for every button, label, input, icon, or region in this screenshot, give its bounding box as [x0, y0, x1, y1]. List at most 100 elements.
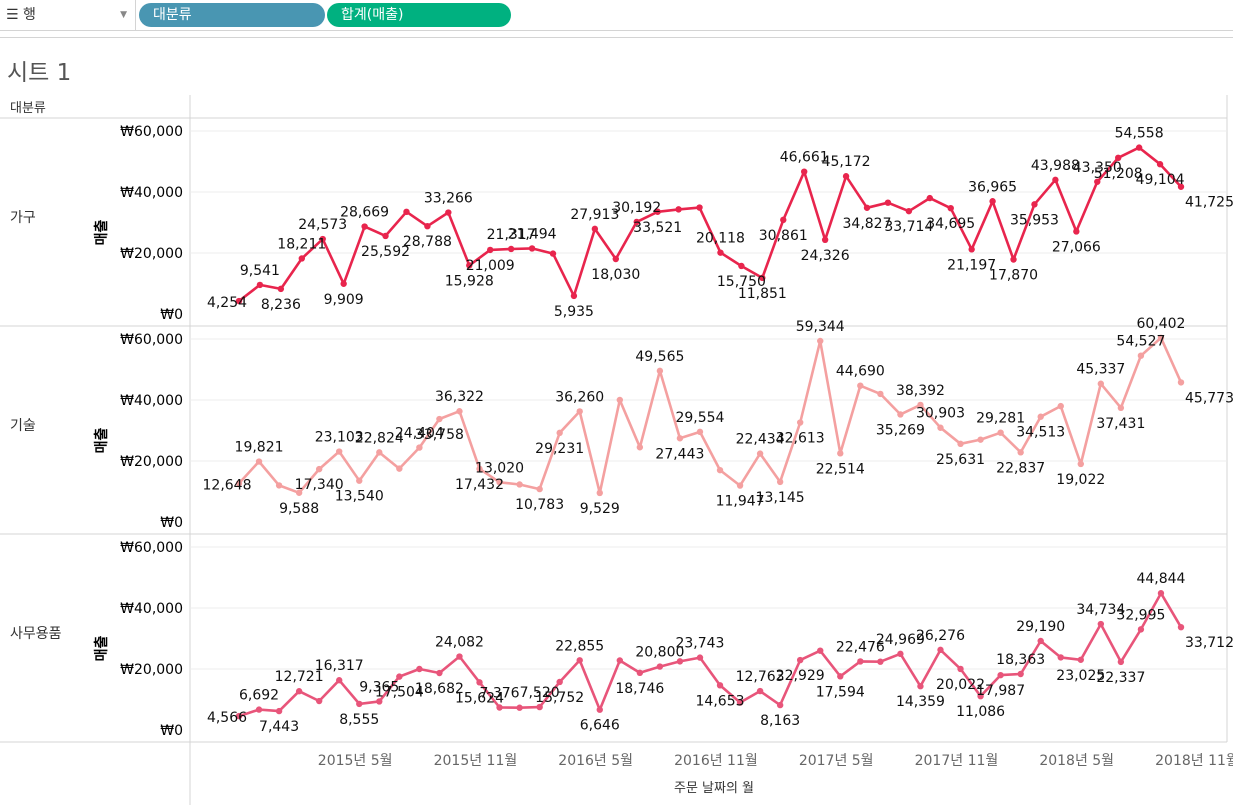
data-point — [340, 280, 347, 287]
data-point — [516, 704, 523, 711]
data-label: 36,260 — [555, 389, 604, 405]
data-label: 33,758 — [415, 427, 464, 443]
y-tick-label: ₩20,000 — [120, 662, 183, 678]
data-point — [977, 692, 984, 700]
data-point — [863, 204, 871, 211]
data-point — [612, 255, 619, 263]
data-point — [315, 697, 323, 705]
data-point — [235, 712, 243, 720]
data-label: 5,935 — [554, 304, 594, 320]
data-label: 32,995 — [1116, 607, 1165, 623]
y-tick-label: ₩60,000 — [120, 332, 183, 348]
data-point — [396, 673, 403, 680]
data-point — [361, 223, 368, 230]
data-label: 21,317 — [487, 227, 536, 243]
data-label: 7,376 — [480, 686, 520, 702]
data-label: 13,020 — [475, 460, 524, 476]
data-label: 34,513 — [1016, 425, 1065, 441]
data-point — [476, 679, 483, 686]
data-label: 30,192 — [612, 200, 661, 216]
data-point — [633, 218, 640, 226]
data-label: 15,752 — [535, 690, 584, 706]
data-point — [937, 646, 944, 654]
data-label: 22,824 — [355, 430, 404, 446]
data-label: 6,646 — [580, 718, 620, 734]
data-label: 22,337 — [1096, 670, 1145, 686]
data-point — [596, 706, 603, 713]
data-label: 33,714 — [884, 219, 933, 235]
y-tick-label: ₩0 — [160, 723, 183, 739]
data-point — [616, 396, 624, 404]
data-label: 9,909 — [324, 292, 364, 308]
data-point — [716, 466, 724, 474]
data-label: 45,172 — [822, 154, 871, 170]
data-label: 24,573 — [298, 217, 347, 233]
data-point — [897, 650, 904, 658]
data-point — [315, 465, 323, 473]
data-point — [917, 401, 924, 409]
data-point — [556, 429, 563, 437]
data-label: 8,163 — [760, 713, 800, 729]
data-point — [376, 449, 383, 456]
data-label: 49,565 — [635, 349, 684, 365]
data-label: 30,903 — [916, 406, 965, 422]
data-label: 27,066 — [1052, 239, 1101, 255]
data-label: 15,928 — [445, 273, 494, 289]
data-label: 35,269 — [876, 422, 925, 438]
data-label: 24,082 — [435, 635, 484, 651]
data-point — [1135, 144, 1143, 151]
data-point — [977, 436, 984, 443]
data-point — [1057, 654, 1064, 661]
data-point — [396, 465, 403, 472]
data-point — [445, 209, 452, 216]
data-label: 9,588 — [279, 501, 319, 517]
data-label: 28,669 — [340, 205, 389, 221]
data-point — [776, 701, 784, 709]
dimension-pill[interactable]: 대분류 — [139, 3, 325, 27]
data-label: 21,494 — [508, 226, 557, 242]
data-point — [275, 482, 283, 489]
data-point — [696, 204, 703, 211]
data-label: 60,402 — [1136, 316, 1185, 332]
data-label: 9,529 — [580, 501, 620, 517]
data-point — [937, 424, 944, 431]
data-point — [675, 206, 682, 213]
data-point — [456, 408, 463, 415]
data-label: 14,653 — [696, 693, 745, 709]
data-point — [376, 698, 383, 705]
data-label: 33,266 — [424, 191, 473, 207]
data-point — [1017, 670, 1024, 678]
chevron-down-icon[interactable]: ▼ — [120, 10, 127, 20]
x-tick-label: 2016년 5월 — [558, 753, 633, 769]
data-label: 8,555 — [339, 712, 379, 728]
data-label: 29,190 — [1016, 619, 1065, 635]
data-point — [656, 663, 664, 670]
data-point — [1037, 637, 1044, 645]
data-label: 29,281 — [976, 411, 1025, 427]
data-label: 22,855 — [555, 638, 604, 654]
data-point — [1097, 620, 1105, 628]
data-label: 20,118 — [696, 231, 745, 247]
data-point — [676, 658, 684, 665]
data-label: 14,359 — [896, 694, 945, 710]
data-label: 20,022 — [936, 677, 985, 693]
data-label: 59,344 — [796, 319, 845, 335]
data-point — [877, 658, 884, 665]
data-point — [801, 168, 808, 175]
data-point — [696, 428, 704, 436]
data-point — [676, 435, 684, 442]
measure-pill[interactable]: 합계(매출) — [327, 3, 511, 27]
data-label: 18,682 — [415, 681, 464, 697]
x-tick-label: 2016년 11월 — [674, 753, 758, 769]
sheet-title: 시트 1 — [7, 60, 72, 86]
data-label: 17,432 — [455, 477, 504, 493]
data-point — [1077, 656, 1084, 663]
data-label: 22,837 — [996, 460, 1045, 476]
data-label: 4,254 — [207, 295, 247, 311]
data-label: 36,322 — [435, 389, 484, 405]
data-point — [275, 707, 283, 715]
data-point — [776, 478, 784, 486]
data-label: 11,947 — [716, 494, 765, 510]
data-label: 34,827 — [843, 216, 892, 232]
y-tick-label: ₩0 — [160, 515, 183, 531]
